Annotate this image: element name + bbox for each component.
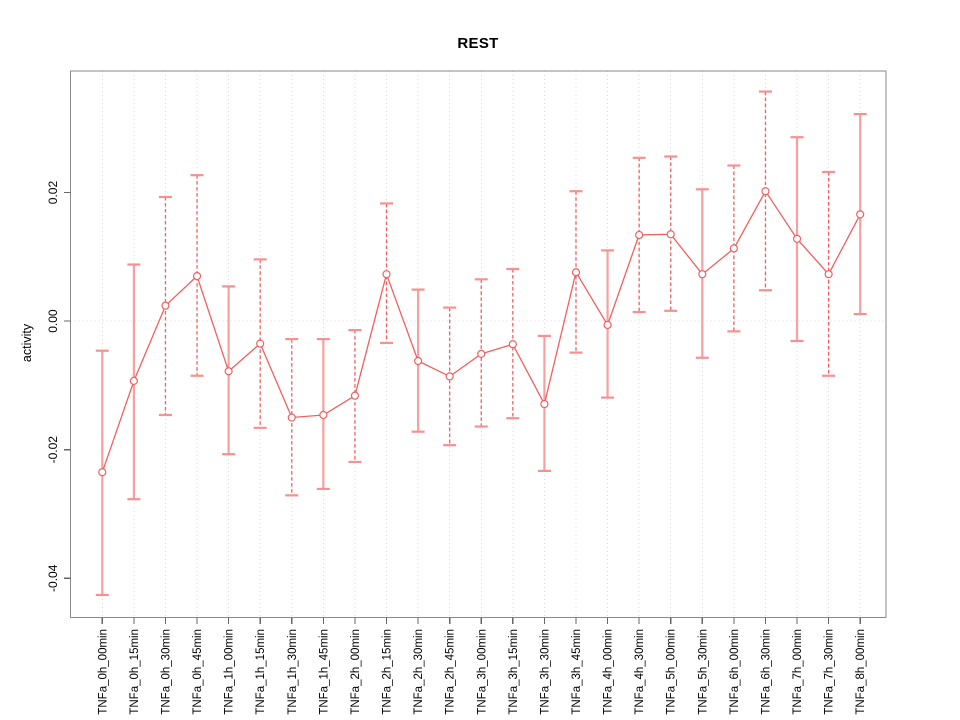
x-tick-label: TNFa_1h_30min [287,629,299,715]
x-tick-label: TNFa_3h_45min [571,629,583,715]
data-point [729,244,738,253]
data-point [161,301,170,310]
y-tick-label: -0.04 [46,564,60,592]
data-point [603,320,612,330]
chart-title: REST [457,35,499,52]
y-axis-label: activity [20,323,34,363]
data-point [477,349,486,358]
data-point [192,271,202,281]
x-tick-label: TNFa_3h_15min [508,629,520,715]
x-tick-label: TNFa_4h_30min [634,629,646,715]
data-point [287,413,296,422]
data-point [761,187,770,196]
data-point [382,270,391,279]
x-tick-label: TNFa_2h_15min [382,629,394,715]
x-tick-label: TNFa_5h_30min [697,629,709,715]
x-tick-label: TNFa_1h_15min [255,629,267,715]
data-point [571,268,581,277]
x-tick-label: TNFa_1h_00min [224,629,236,715]
data-point [129,376,138,385]
y-tick-label: 0.02 [46,181,60,205]
x-tick-label: TNFa_6h_30min [760,629,772,715]
gridlines [101,71,861,618]
x-tick-label: TNFa_0h_00min [97,629,109,715]
x-tick-label: TNFa_0h_45min [192,629,204,715]
x-tick-label: TNFa_6h_00min [729,629,741,715]
data-point [350,391,360,400]
y-tick-label: 0.00 [46,309,60,333]
data-point [792,234,802,243]
x-tick-label: TNFa_7h_00min [792,629,804,715]
x-tick-label: TNFa_3h_00min [476,629,488,715]
data-points [98,187,865,477]
x-tick-label: TNFa_2h_00min [350,629,362,715]
x-tick-label: TNFa_2h_45min [445,629,457,715]
data-point [698,270,707,279]
data-point [856,210,865,219]
data-point [666,230,675,239]
x-tick-label: TNFa_1h_45min [318,629,330,715]
y-axis: 0.02 0.00 -0.02 -0.04 [46,181,71,592]
x-tick-label: TNFa_4h_00min [603,629,615,715]
x-tick-label: TNFa_0h_15min [129,629,141,715]
data-point [319,410,328,420]
x-tick-label: TNFa_0h_30min [160,629,172,715]
x-tick-label: TNFa_7h_30min [824,629,836,715]
data-point [445,372,454,381]
x-tick-label: TNFa_3h_30min [539,629,551,715]
y-tick-label: -0.02 [46,436,60,464]
x-tick-label: TNFa_8h_00min [855,629,867,715]
data-point [508,340,517,349]
data-point [635,230,644,240]
data-point [256,339,265,348]
data-point [540,399,549,409]
data-point [224,367,233,376]
x-axis: TNFa_0h_00min TNFa_0h_15min TNFa_0h_30min T… [97,617,867,715]
plot-border [69,70,887,619]
data-point [98,468,107,477]
data-point [824,270,833,279]
x-tick-label: TNFa_2h_30min [413,629,425,715]
data-point [413,356,423,366]
x-tick-label: TNFa_5h_00min [666,629,678,715]
